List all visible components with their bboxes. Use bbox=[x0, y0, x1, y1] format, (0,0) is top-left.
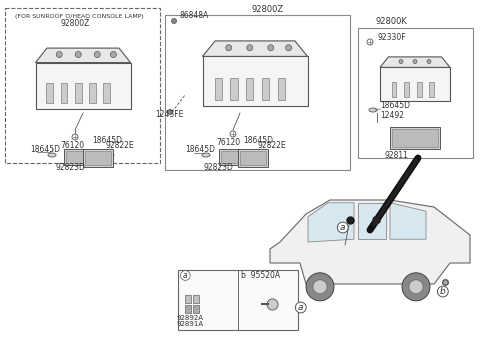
Circle shape bbox=[168, 109, 172, 114]
Polygon shape bbox=[203, 56, 308, 106]
Text: 18645D: 18645D bbox=[30, 145, 60, 154]
Bar bbox=[83, 149, 113, 167]
Circle shape bbox=[226, 45, 232, 51]
Bar bbox=[429, 82, 434, 97]
Bar bbox=[89, 83, 96, 103]
Text: 92800Z: 92800Z bbox=[60, 19, 90, 28]
Bar bbox=[47, 83, 53, 103]
Text: 92892A: 92892A bbox=[177, 315, 204, 321]
Circle shape bbox=[427, 60, 431, 64]
Ellipse shape bbox=[260, 153, 268, 157]
Circle shape bbox=[313, 280, 327, 294]
Bar bbox=[178, 270, 298, 330]
Bar bbox=[193, 295, 199, 303]
Polygon shape bbox=[270, 200, 470, 284]
Circle shape bbox=[171, 18, 177, 23]
Bar bbox=[392, 129, 438, 147]
Ellipse shape bbox=[106, 153, 114, 157]
Text: a: a bbox=[340, 223, 346, 232]
Text: 92822E: 92822E bbox=[258, 141, 287, 150]
Polygon shape bbox=[380, 57, 450, 68]
Text: 18645D: 18645D bbox=[380, 101, 410, 110]
Bar bbox=[392, 82, 396, 97]
Polygon shape bbox=[203, 41, 308, 56]
Text: a: a bbox=[298, 303, 303, 312]
Circle shape bbox=[399, 60, 403, 64]
Text: 92822E: 92822E bbox=[106, 141, 134, 150]
Ellipse shape bbox=[48, 153, 56, 157]
Circle shape bbox=[110, 52, 117, 57]
Bar bbox=[193, 305, 199, 313]
Bar bbox=[66, 151, 84, 163]
Text: 92330F: 92330F bbox=[377, 33, 406, 42]
Text: 92823D: 92823D bbox=[55, 163, 85, 172]
Bar bbox=[238, 149, 268, 167]
Circle shape bbox=[75, 52, 81, 57]
Bar bbox=[103, 83, 110, 103]
Text: 92800Z: 92800Z bbox=[252, 5, 284, 14]
Bar bbox=[219, 149, 241, 165]
Text: b  95520A: b 95520A bbox=[241, 271, 280, 280]
Polygon shape bbox=[36, 48, 131, 62]
Text: 18645D: 18645D bbox=[185, 145, 215, 154]
Text: (FOR SUNROOF O/HEAD CONSOLE LAMP): (FOR SUNROOF O/HEAD CONSOLE LAMP) bbox=[15, 14, 144, 19]
Text: 1243FE: 1243FE bbox=[155, 110, 183, 119]
Text: 18645D: 18645D bbox=[243, 136, 273, 145]
Bar bbox=[85, 151, 111, 165]
Bar bbox=[358, 28, 473, 158]
Bar bbox=[240, 151, 266, 165]
Bar bbox=[185, 305, 191, 313]
Text: 92800K: 92800K bbox=[375, 17, 407, 26]
Text: 76120: 76120 bbox=[216, 138, 240, 147]
Polygon shape bbox=[308, 203, 354, 242]
Bar bbox=[5, 8, 160, 163]
Bar bbox=[390, 127, 440, 149]
Bar bbox=[185, 295, 191, 303]
Text: 92811: 92811 bbox=[384, 151, 408, 160]
Circle shape bbox=[413, 60, 417, 64]
Circle shape bbox=[268, 45, 274, 51]
Text: 92823D: 92823D bbox=[204, 163, 234, 172]
Ellipse shape bbox=[202, 153, 210, 157]
Bar bbox=[262, 78, 269, 100]
Bar bbox=[64, 149, 86, 165]
Ellipse shape bbox=[369, 108, 377, 112]
Polygon shape bbox=[358, 203, 386, 239]
Circle shape bbox=[247, 45, 253, 51]
Text: 92891A: 92891A bbox=[177, 321, 204, 327]
Circle shape bbox=[94, 52, 100, 57]
Bar bbox=[417, 82, 421, 97]
Bar bbox=[246, 78, 253, 100]
Bar bbox=[221, 151, 239, 163]
Bar bbox=[60, 83, 67, 103]
Text: 76120: 76120 bbox=[60, 141, 84, 150]
Text: b: b bbox=[440, 287, 446, 296]
Bar bbox=[277, 78, 285, 100]
Bar bbox=[75, 83, 82, 103]
Circle shape bbox=[286, 45, 292, 51]
Bar bbox=[215, 78, 222, 100]
Text: a: a bbox=[183, 271, 188, 280]
Text: 86848A: 86848A bbox=[180, 11, 209, 20]
Bar bbox=[404, 82, 409, 97]
Bar bbox=[165, 15, 350, 170]
Polygon shape bbox=[36, 62, 131, 109]
Circle shape bbox=[306, 273, 334, 301]
Polygon shape bbox=[390, 203, 426, 239]
Bar bbox=[230, 78, 238, 100]
Circle shape bbox=[402, 273, 430, 301]
Circle shape bbox=[56, 52, 62, 57]
Text: 18645D: 18645D bbox=[92, 136, 122, 145]
Text: 12492: 12492 bbox=[380, 111, 404, 120]
Polygon shape bbox=[380, 68, 450, 101]
Circle shape bbox=[409, 280, 423, 294]
